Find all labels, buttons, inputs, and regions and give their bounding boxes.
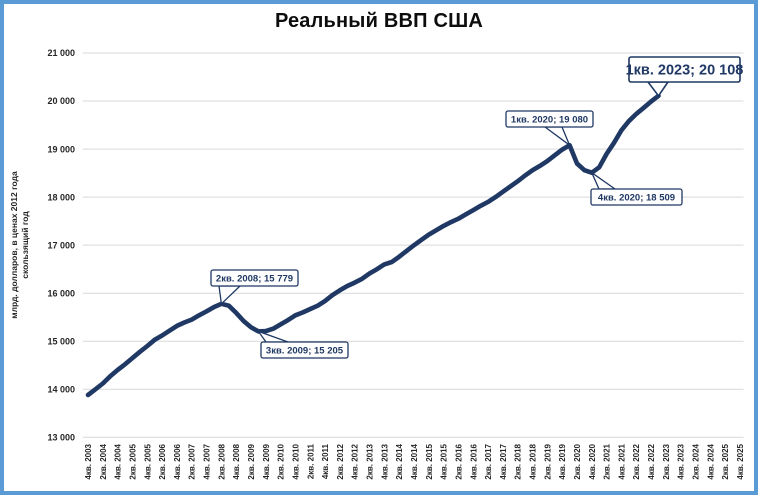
x-tick-label: 2кв. 2004 (99, 443, 108, 479)
data-callout: 4кв. 2020; 18 509 (590, 172, 683, 206)
x-tick-label: 2кв. 2021 (603, 443, 612, 479)
data-callout: 2кв. 2008; 15 779 (210, 269, 299, 305)
x-tick-label: 4кв. 2008 (232, 443, 241, 479)
callout-label: 1кв. 2020; 19 080 (511, 114, 588, 125)
callout-pointer (218, 285, 241, 305)
x-tick-label: 4кв. 2011 (321, 443, 330, 479)
y-axis-tick-labels: 21 000 20 000 19 000 18 000 17 000 16 000 15 0… (47, 48, 75, 442)
data-callout: 1кв. 2023; 20 108 (626, 56, 744, 97)
callout-box (260, 341, 349, 359)
x-tick-label: 2кв. 2018 (514, 443, 523, 479)
x-tick-label: 2кв. 2025 (721, 443, 730, 479)
x-tick-label: 4кв. 2003 (84, 443, 93, 479)
callout-label: 2кв. 2008; 15 779 (216, 273, 293, 284)
y-axis-title: млрд. долларов, в ценах 2012 года скольз… (9, 171, 30, 319)
callout-label: 4кв. 2020; 18 509 (598, 192, 675, 203)
callout-pointer (647, 81, 669, 97)
x-tick-label: 2кв. 2008 (217, 443, 226, 479)
callout-label: 3кв. 2009; 15 205 (266, 345, 344, 356)
x-tick-label: 2кв. 2016 (454, 443, 463, 479)
x-tick-label: 4кв. 2004 (114, 443, 123, 479)
x-tick-label: 2кв. 2013 (366, 443, 375, 479)
x-tick-label: 2кв. 2022 (632, 443, 641, 479)
callout-label: 1кв. 2023; 20 108 (626, 63, 744, 79)
x-tick-label: 2кв. 2024 (692, 443, 701, 479)
y-tick-label: 16 000 (47, 288, 75, 298)
x-tick-label: 2кв. 2012 (336, 443, 345, 479)
data-callouts: 2кв. 2008; 15 779 3кв. 2009; 15 205 1кв. 2… (210, 56, 744, 359)
callout-box (628, 56, 741, 83)
x-tick-label: 4кв. 2022 (647, 443, 656, 479)
callout-box (590, 188, 683, 206)
x-tick-label: 4кв. 2014 (410, 443, 419, 479)
x-tick-label: 4кв. 2025 (736, 443, 745, 479)
x-tick-label: 4кв. 2015 (440, 443, 449, 479)
x-tick-label: 4кв. 2013 (380, 443, 389, 479)
x-tick-label: 4кв. 2016 (469, 443, 478, 479)
y-tick-label: 15 000 (47, 336, 75, 346)
x-tick-label: 2кв. 2015 (425, 443, 434, 479)
x-tick-label: 4кв. 2021 (617, 443, 626, 479)
x-tick-label: 4кв. 2007 (203, 443, 212, 479)
y-tick-label: 18 000 (47, 192, 75, 202)
x-tick-label: 2кв. 2023 (662, 443, 671, 479)
x-tick-label: 2кв. 2019 (543, 443, 552, 479)
x-tick-label: 2кв. 2006 (158, 443, 167, 479)
x-tick-label: 2кв. 2009 (247, 443, 256, 479)
x-tick-label: 4кв. 2010 (291, 443, 300, 479)
x-tick-label: 2кв. 2007 (188, 443, 197, 479)
x-tick-label: 4кв. 2006 (173, 443, 182, 479)
x-tick-label: 2кв. 2014 (395, 443, 404, 479)
x-axis-tick-labels: 4кв. 2003 2кв. 2004 4кв. 2004 2кв. 2005 4кв.… (84, 443, 745, 479)
x-tick-label: 2кв. 2011 (306, 443, 315, 479)
x-tick-label: 2кв. 2010 (277, 443, 286, 479)
y-tick-label: 14 000 (47, 384, 75, 394)
x-tick-label: 4кв. 2019 (558, 443, 567, 479)
x-tick-label: 4кв. 2005 (143, 443, 152, 479)
data-callout: 1кв. 2020; 19 080 (505, 110, 594, 146)
y-axis-title-line2: скользящий год (20, 211, 30, 279)
x-tick-label: 4кв. 2023 (677, 443, 686, 479)
data-callout: 3кв. 2009; 15 205 (257, 330, 349, 359)
x-tick-label: 4кв. 2020 (588, 443, 597, 479)
x-tick-label: 2кв. 2005 (129, 443, 138, 479)
y-tick-label: 17 000 (47, 240, 75, 250)
y-tick-label: 21 000 (47, 48, 75, 58)
y-axis-title-line1: млрд. долларов, в ценах 2012 года (9, 171, 19, 319)
gdp-data-line (85, 93, 661, 398)
callout-pointer (544, 126, 571, 146)
x-tick-label: 4кв. 2017 (499, 443, 508, 479)
callout-pointer (257, 330, 289, 343)
x-tick-label: 4кв. 2012 (351, 443, 360, 479)
y-tick-label: 20 000 (47, 96, 75, 106)
y-tick-label: 13 000 (47, 433, 75, 443)
callout-box (505, 110, 594, 128)
x-tick-label: 4кв. 2009 (262, 443, 271, 479)
x-tick-label: 4кв. 2024 (706, 443, 715, 479)
x-tick-label: 4кв. 2018 (529, 443, 538, 479)
x-tick-label: 2кв. 2017 (484, 443, 493, 479)
y-tick-label: 19 000 (47, 144, 75, 154)
callout-pointer (591, 172, 616, 190)
x-tick-label: 2кв. 2020 (573, 443, 582, 479)
chart-title: Реальный ВВП США (274, 10, 484, 32)
callout-box (210, 269, 299, 287)
